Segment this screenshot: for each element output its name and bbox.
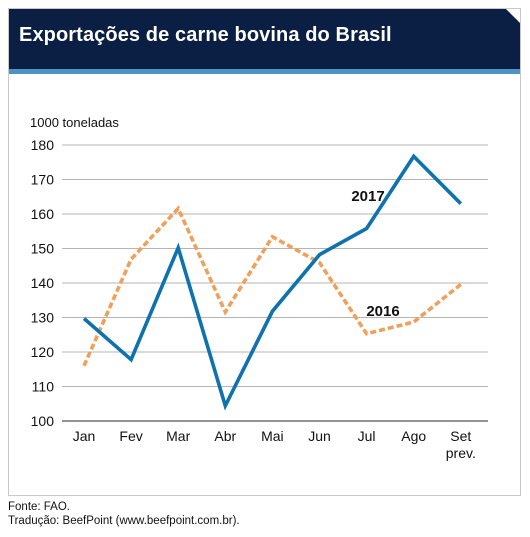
y-tick-label: 130 [31, 310, 55, 326]
y-tick-label: 150 [31, 241, 55, 257]
chart-title: Exportações de carne bovina do Brasil [19, 24, 392, 46]
series-line-2016 [82, 205, 462, 367]
x-tick-label: Jul [358, 428, 376, 444]
x-tick-label: Set [450, 428, 471, 444]
y-axis-tick-labels: 100 110 120 130 140 150 160 170 180 [31, 137, 55, 429]
y-tick-label: 180 [31, 137, 55, 153]
title-bar-corner-fold [506, 9, 520, 23]
x-tick-label: Jun [308, 428, 331, 444]
y-tick-label: 160 [31, 206, 55, 222]
translation-credit: Tradução: BeefPoint (www.beefpoint.com.b… [8, 515, 240, 527]
x-tick-label: Jan [73, 428, 96, 444]
gridlines [62, 144, 488, 422]
y-tick-label: 140 [31, 275, 55, 291]
y-tick-label: 120 [31, 344, 55, 360]
y-tick-label: 100 [31, 413, 55, 429]
y-tick-label: 110 [32, 379, 55, 395]
chart-card: Exportações de carne bovina do Brasil [8, 8, 521, 496]
source-note: Fonte: FAO. [8, 501, 70, 513]
series-line-2017 [82, 153, 463, 411]
x-tick-label: Ago [401, 428, 426, 444]
x-tick-label: Mai [261, 428, 284, 444]
data-series: 2016 2017 [82, 153, 463, 411]
series-label-2017: 2017 [351, 188, 384, 205]
y-axis-label: 1000 toneladas [30, 115, 119, 130]
title-bar: Exportações de carne bovina do Brasil [9, 9, 520, 74]
y-tick-label: 170 [31, 172, 55, 188]
x-tick-label: Mar [166, 428, 190, 444]
series-label-2016: 2016 [366, 303, 399, 320]
x-tick-label: Fev [119, 428, 142, 444]
x-tick-label: prev. [446, 445, 476, 461]
footer: Fonte: FAO. Tradução: BeefPoint (www.bee… [8, 500, 240, 528]
x-tick-label: Abr [214, 428, 236, 444]
